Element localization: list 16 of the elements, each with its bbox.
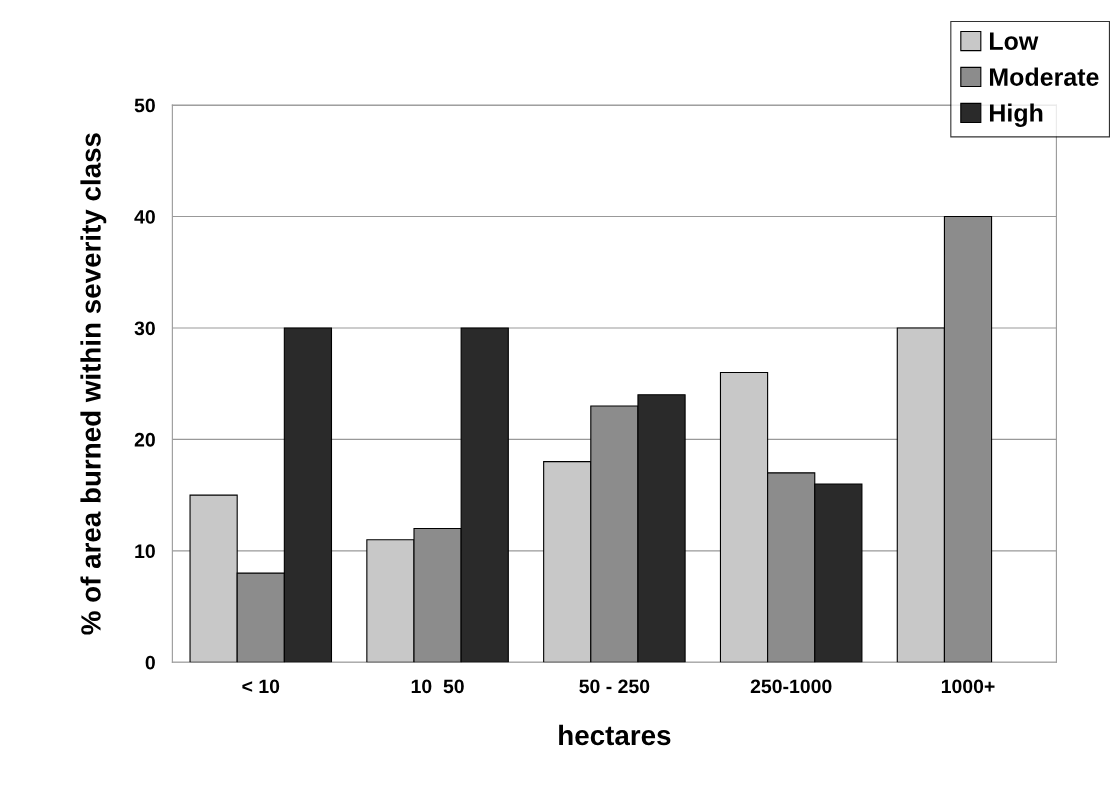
- x-tick-label: 10 50: [411, 679, 464, 694]
- x-axis-title: hectares: [559, 724, 671, 746]
- y-tick-label: 20: [134, 432, 155, 447]
- y-tick-label: 30: [134, 321, 155, 336]
- x-tick-label: 50 - 250: [579, 679, 650, 694]
- x-tick-label: 1000+: [941, 679, 995, 694]
- y-tick-label: 10: [135, 544, 155, 559]
- legend-label: Low: [989, 32, 1039, 50]
- y-tick-label: 50: [134, 98, 155, 113]
- x-tick-label: 250-1000: [750, 679, 832, 694]
- y-axis-title: % of area burned within severity class: [80, 133, 107, 635]
- legend-label: Moderate: [989, 67, 1099, 86]
- y-tick-label: 40: [134, 209, 155, 224]
- x-tick-label: < 10: [242, 679, 280, 694]
- legend-label: High: [989, 103, 1043, 127]
- y-tick-label: 0: [145, 655, 155, 670]
